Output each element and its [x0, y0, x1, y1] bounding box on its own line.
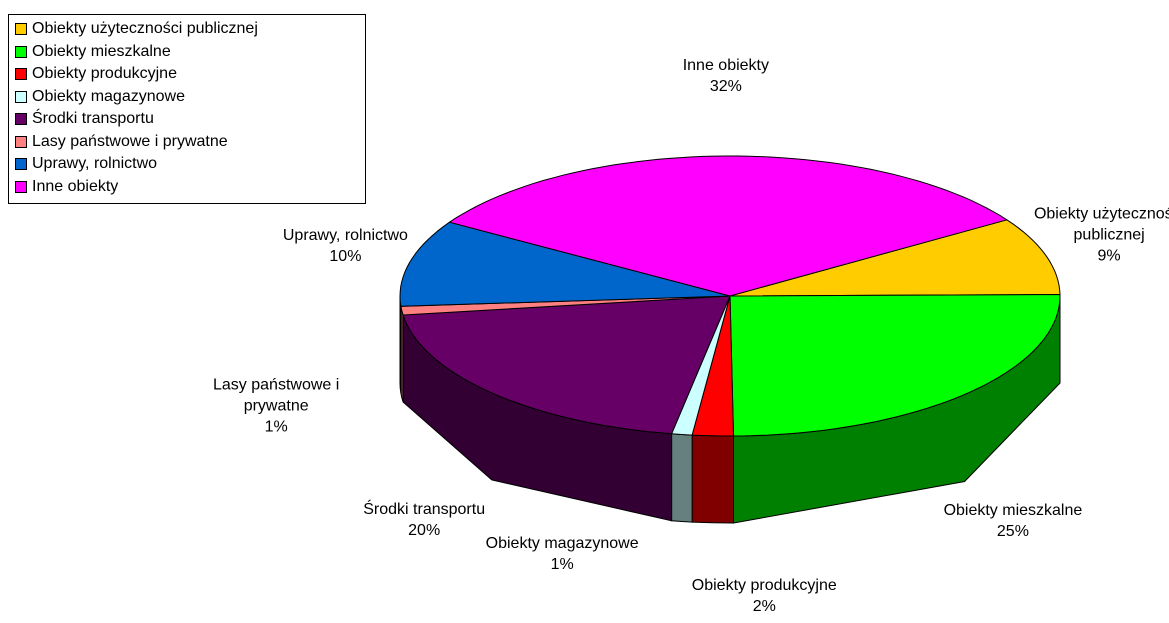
legend-swatch	[15, 135, 27, 148]
label-value: 1%	[264, 418, 288, 436]
legend-label: Uprawy, rolnictwo	[32, 155, 158, 173]
label-value: 1%	[550, 556, 574, 574]
label-value: 9%	[1097, 247, 1121, 265]
legend-swatch	[15, 90, 27, 103]
legend-swatch	[15, 23, 27, 36]
slice	[729, 293, 1061, 437]
legend-item: Lasy państwowe i prywatne	[15, 131, 359, 154]
label-category: Obiekty produkcyjne	[691, 577, 837, 594]
label-value: 2%	[752, 598, 776, 615]
legend-item: Inne obiekty	[15, 176, 359, 199]
legend-swatch	[15, 68, 27, 81]
label-category: Uprawy, rolnictwo	[282, 226, 408, 244]
legend-label: Inne obiekty	[32, 177, 119, 195]
legend-swatch	[15, 113, 27, 126]
slice	[399, 221, 731, 307]
legend-label: Obiekty produkcyjne	[32, 65, 177, 83]
legend-item: Obiekty magazynowe	[15, 86, 359, 109]
data-label: Lasy państwowe i prywatne 1%	[181, 375, 371, 438]
label-category: Obiekty mieszkalne	[943, 502, 1083, 520]
slice	[729, 219, 1061, 297]
data-label: Uprawy, rolnictwo 10%	[250, 225, 440, 267]
data-label: Obiekty produkcyjne 2%	[669, 575, 859, 617]
label-category: Inne obiekty	[682, 57, 769, 74]
legend-item: Obiekty produkcyjne	[15, 63, 359, 86]
slice	[402, 295, 731, 435]
data-label: Obiekty mieszkalne 25%	[918, 500, 1108, 542]
label-category: Środki transportu	[363, 500, 486, 518]
label-category: Lasy państwowe i prywatne	[213, 376, 340, 415]
data-label: Inne obiekty 32%	[631, 55, 821, 97]
slice-side	[399, 295, 402, 394]
legend-item: Uprawy, rolnictwo	[15, 153, 359, 176]
legend-swatch	[15, 158, 27, 171]
legend-label: Obiekty mieszkalne	[32, 42, 171, 60]
legend-label: Lasy państwowe i prywatne	[32, 132, 228, 150]
legend-item: Obiekty mieszkalne	[15, 41, 359, 64]
label-category: Obiekty magazynowe	[485, 535, 639, 553]
slice	[448, 155, 1009, 297]
label-value: 25%	[996, 523, 1029, 541]
legend-item: Środki transportu	[15, 108, 359, 131]
label-value: 20%	[408, 521, 441, 539]
slice-side	[691, 434, 734, 524]
legend-swatch	[15, 180, 27, 193]
slice-side	[671, 433, 693, 523]
label-category: Obiekty użyteczności publicznej	[1033, 205, 1169, 244]
legend-label: Obiekty użyteczności publicznej	[32, 20, 258, 38]
data-label: Obiekty użyteczności publicznej 9%	[1014, 204, 1169, 267]
legend-item: Obiekty użyteczności publicznej	[15, 18, 359, 41]
legend-swatch	[15, 45, 27, 58]
legend: Obiekty użyteczności publicznej Obiekty m…	[8, 14, 366, 204]
label-value: 32%	[709, 78, 742, 95]
legend-label: Środki transportu	[32, 110, 154, 128]
data-label: Obiekty magazynowe 1%	[467, 533, 657, 575]
label-value: 10%	[329, 247, 362, 265]
data-label: Środki transportu 20%	[329, 499, 519, 541]
legend-label: Obiekty magazynowe	[32, 87, 185, 105]
